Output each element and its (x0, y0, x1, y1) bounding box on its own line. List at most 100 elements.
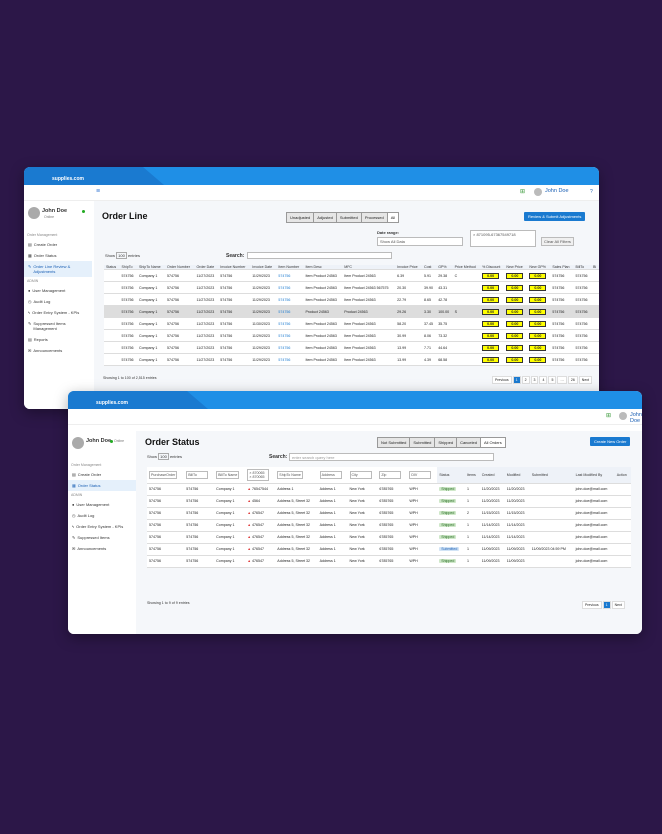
table-row[interactable]: 574756 574756 Company 1 ▲ 476547 Address 5, … (147, 543, 631, 556)
column-header[interactable]: New GP% (527, 265, 551, 270)
sidebar-item-audit-log[interactable]: ◷ Audit Log (68, 510, 136, 521)
cell-value[interactable]: 0.00 (482, 356, 500, 363)
user-name[interactable]: John Doe (630, 412, 642, 424)
sidebar-item-order-status[interactable]: ▦ Order Status (68, 480, 136, 491)
column-header[interactable]: Created (479, 467, 505, 484)
sidebar-item-announcements[interactable]: ✉ Announcements (24, 345, 92, 356)
table-row[interactable]: 574756 Company 1 574756 11/27/2023 574756 11/… (104, 317, 599, 330)
cell-value[interactable]: 0.00 (529, 272, 547, 279)
table-row[interactable]: 574756 Company 1 574756 11/27/2023 574756 11/… (104, 269, 599, 282)
column-header[interactable]: Submitted (529, 467, 574, 484)
table-row[interactable]: 574756 574756 Company 1 ▲ 76547544 Address 1… (147, 483, 631, 496)
cell-value[interactable]: 0.00 (482, 320, 500, 327)
column-header[interactable]: Item Number (276, 265, 304, 270)
cell-value[interactable]: 0.00 (482, 284, 500, 291)
column-header[interactable]: Order Number (165, 265, 195, 270)
clear-filters-button[interactable]: Clear All Filters (541, 237, 574, 246)
page-button[interactable]: 2 (521, 376, 530, 384)
table-row[interactable]: 574756 574756 Company 1 ▲ 476547 Address 5, … (147, 531, 631, 544)
help-icon[interactable]: ? (590, 189, 593, 195)
column-filter-input[interactable]: BillTo (186, 470, 209, 479)
column-header[interactable]: New Price (504, 265, 528, 270)
review-submit-button[interactable]: Review & Submit Adjustments (524, 212, 586, 221)
filter-chip-box[interactable]: × 871095-67367549718 (470, 230, 536, 247)
action-cell[interactable] (614, 555, 631, 568)
column-header[interactable]: Items (465, 467, 480, 484)
notification-icon[interactable]: ⊞ (520, 189, 526, 195)
cell-value[interactable]: 0.00 (506, 332, 524, 339)
column-header[interactable]: % Discount (480, 265, 505, 270)
page-button[interactable]: 26 (567, 376, 578, 384)
cell-value[interactable]: 0.00 (506, 272, 524, 279)
cell-value[interactable]: 0.00 (506, 308, 524, 315)
cell-value[interactable]: 0.00 (506, 284, 524, 291)
column-header[interactable]: Last Modified By (573, 467, 615, 484)
avatar[interactable] (619, 412, 627, 420)
action-cell[interactable] (614, 483, 631, 496)
sidebar-item-suppressed[interactable]: ✎ Suppressed Items Management (24, 318, 92, 334)
date-range-select[interactable]: Show All Data (377, 237, 463, 246)
column-header[interactable]: Item Desc (303, 265, 343, 270)
column-header[interactable]: Bi (591, 265, 599, 270)
column-header[interactable]: Invoice Number (218, 265, 251, 270)
action-cell[interactable] (614, 495, 631, 508)
sidebar-item-reports[interactable]: ▤ Reports (24, 334, 92, 345)
cell-value[interactable]: 0.00 (529, 332, 547, 339)
table-row[interactable]: 574756 Company 1 574756 11/27/2023 574756 11/… (104, 293, 599, 306)
cell-value[interactable]: 0.00 (529, 320, 547, 327)
table-row[interactable]: 574756 Company 1 574756 11/27/2023 574756 11/… (104, 281, 599, 294)
filter-chip[interactable]: × 871095-67367549718 (473, 232, 516, 237)
page-button[interactable]: 4 (539, 376, 548, 384)
cell-value[interactable]: 0.00 (482, 272, 500, 279)
table-row[interactable]: 574756 Company 1 574756 11/27/2023 574756 11/… (104, 353, 599, 366)
cell-value[interactable]: 0.00 (529, 284, 547, 291)
sidebar-item-create-order[interactable]: ▤ Create Order (24, 239, 92, 250)
column-filter-input[interactable]: DIV (409, 470, 432, 479)
cell-value[interactable]: 0.00 (506, 344, 524, 351)
page-button[interactable]: Next (611, 601, 625, 609)
page-button[interactable]: Previous (582, 601, 602, 609)
tab-shipped[interactable]: Shipped (435, 438, 458, 447)
tab-not-submitted[interactable]: Not Submitted (378, 438, 411, 447)
cell-value[interactable]: 0.00 (529, 308, 547, 315)
cell-value[interactable]: 0.00 (482, 344, 500, 351)
sidebar-item-order-line-review[interactable]: ✎ Order Line Review & Adjustments (24, 261, 92, 277)
table-row[interactable]: 574756 Company 1 574756 11/27/2023 574756 11/… (104, 341, 599, 354)
cell-value[interactable]: 0.00 (529, 356, 547, 363)
entries-select[interactable]: 100 (158, 453, 169, 460)
cell-value[interactable]: 0.00 (482, 296, 500, 303)
brand-logo[interactable]: supplies.com (24, 167, 164, 185)
action-cell[interactable] (614, 531, 631, 544)
table-row[interactable]: 574756 574756 Company 1 ▲ 476547 Address 5, … (147, 555, 631, 568)
column-header[interactable]: GP% (436, 265, 453, 270)
sidebar-item-audit-log[interactable]: ◷ Audit Log (24, 296, 92, 307)
column-header[interactable]: ShipTo Name (137, 265, 165, 270)
column-header[interactable]: Price Method (452, 265, 481, 270)
tab-canceled[interactable]: Canceled (457, 438, 481, 447)
sidebar-item-order-status[interactable]: ▦ Order Status (24, 250, 92, 261)
tab-unadjusted[interactable]: Unadjusted (287, 213, 315, 222)
column-filter-input[interactable]: PurchaseOrder (149, 470, 178, 479)
page-button[interactable]: 3 (530, 376, 539, 384)
table-row[interactable]: 574756 574756 Company 1 ▲ 476547 Address 5, … (147, 519, 631, 532)
sidebar-item-kpis[interactable]: ϟ Order Entry System - KPIs (68, 521, 136, 532)
page-button[interactable]: … (557, 376, 567, 384)
column-header[interactable]: Invoice Date (250, 265, 277, 270)
sidebar-item-user-management[interactable]: ● User Management (24, 285, 92, 296)
column-filter-input[interactable]: Address (319, 470, 342, 479)
action-cell[interactable] (614, 519, 631, 532)
column-header[interactable]: Sales Plan (550, 265, 574, 270)
cell-value[interactable]: 0.00 (482, 308, 500, 315)
page-button[interactable]: 1 (512, 376, 521, 384)
column-header[interactable]: Order Date (194, 265, 219, 270)
table-row[interactable]: 574756 574756 Company 1 ▲ 476547 Address 5, … (147, 507, 631, 520)
avatar[interactable] (534, 188, 542, 196)
column-header[interactable]: Status (104, 265, 120, 270)
table-row[interactable]: 574756 Company 1 574756 11/27/2023 574756 11/… (104, 329, 599, 342)
cell-value[interactable]: 0.00 (506, 320, 524, 327)
column-header[interactable]: Action (614, 467, 631, 484)
column-filter-input[interactable]: BillTo Name (216, 470, 240, 479)
create-order-button[interactable]: Create New Order (590, 437, 631, 446)
user-name[interactable]: John Doe (545, 188, 569, 194)
table-row[interactable]: 574756 574756 Company 1 ▲ 4564 Address 5, St… (147, 495, 631, 508)
